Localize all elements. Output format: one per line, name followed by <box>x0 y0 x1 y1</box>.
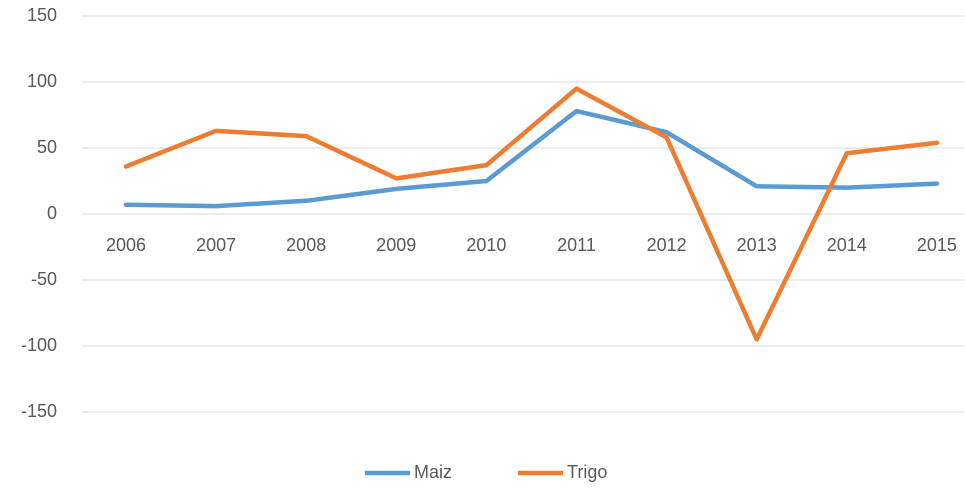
x-tick-label: 2008 <box>286 235 326 255</box>
y-tick-label: -50 <box>31 269 57 289</box>
y-tick-label: 0 <box>47 203 57 223</box>
x-tick-label: 2006 <box>106 235 146 255</box>
y-tick-label: 50 <box>37 137 57 157</box>
x-tick-label: 2012 <box>647 235 687 255</box>
line-series <box>123 108 940 209</box>
x-tick-label: 2009 <box>376 235 416 255</box>
x-tick-label: 2015 <box>917 235 957 255</box>
x-tick-label: 2007 <box>196 235 236 255</box>
legend-label: Trigo <box>567 462 607 482</box>
x-tick-label: 2010 <box>466 235 506 255</box>
x-tick-label: 2013 <box>737 235 777 255</box>
y-tick-label: -100 <box>21 335 57 355</box>
y-tick-label: 150 <box>27 5 57 25</box>
x-tick-label: 2011 <box>557 235 596 255</box>
x-tick-label: 2014 <box>827 235 867 255</box>
legend-label: Maiz <box>414 462 452 482</box>
y-tick-label: -150 <box>21 401 57 421</box>
line-series <box>123 86 940 342</box>
y-tick-label: 100 <box>27 71 57 91</box>
